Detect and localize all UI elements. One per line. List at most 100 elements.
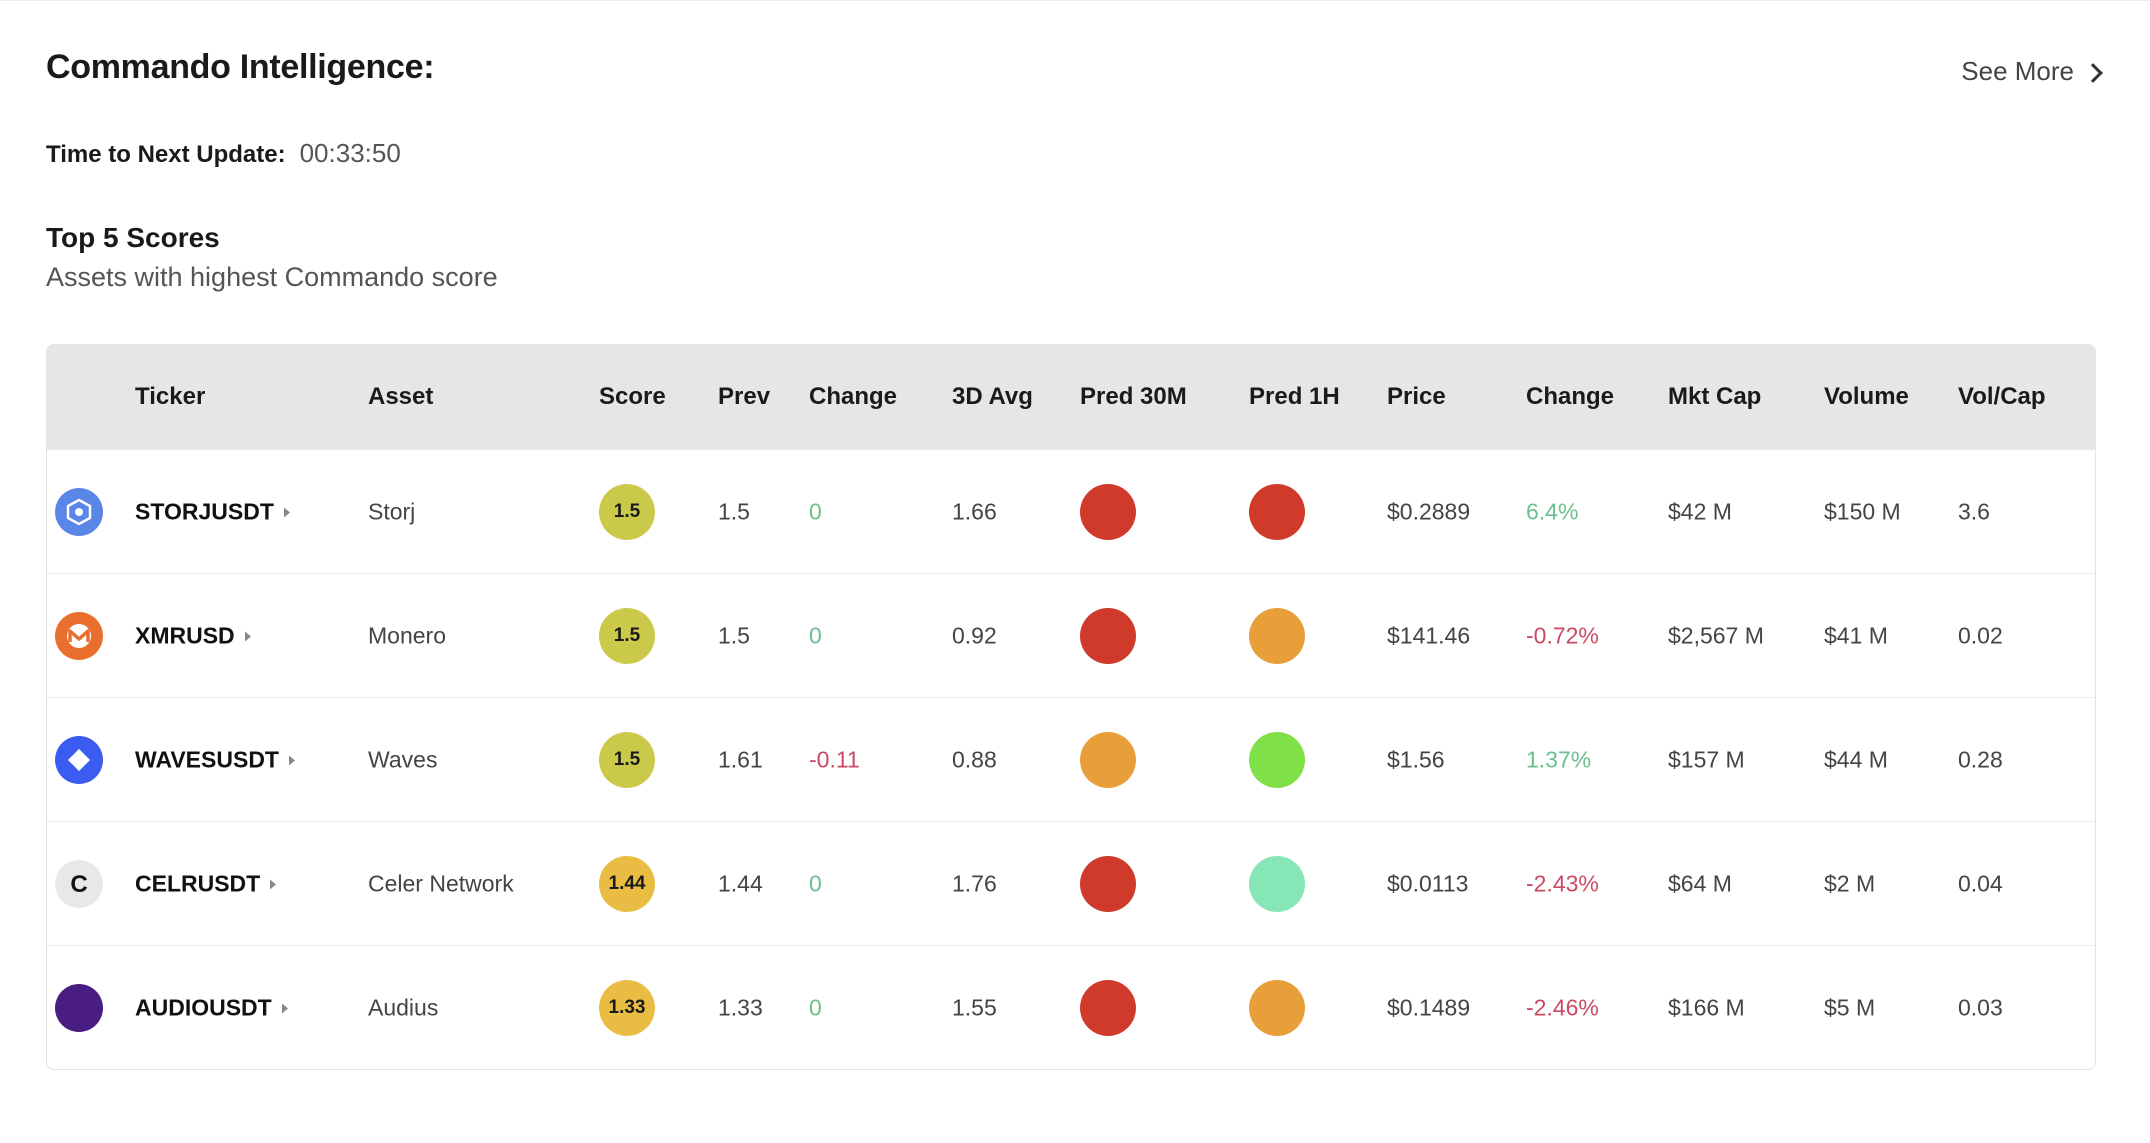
pred-1h-indicator — [1249, 608, 1305, 664]
market-cap: $166 M — [1668, 994, 1745, 1021]
prev-score: 1.33 — [718, 994, 763, 1021]
score-change: 0 — [809, 870, 822, 897]
asset-name: Storj — [368, 498, 416, 525]
table-row[interactable]: STORJUSDT Storj 1.5 1.5 0 1.66 $0.2889 6.4% $42 … — [47, 449, 2095, 574]
caret-right-icon — [270, 879, 277, 889]
market-cap: $42 M — [1668, 498, 1732, 525]
score-change: 0 — [809, 994, 822, 1021]
table-row[interactable]: WAVESUSDT Waves 1.5 1.61 -0.11 0.88 $1.56 1.37%… — [47, 697, 2095, 822]
vol-cap-ratio: 0.28 — [1958, 746, 2003, 773]
market-cap: $157 M — [1668, 746, 1745, 773]
volume: $5 M — [1824, 994, 1876, 1021]
chevron-right-icon — [2083, 62, 2103, 83]
vol-cap-ratio: 0.02 — [1958, 622, 2003, 649]
column-header-change[interactable]: Change — [809, 383, 898, 410]
volume: $44 M — [1824, 746, 1888, 773]
waves-icon — [55, 736, 103, 784]
pred-1h-indicator — [1249, 856, 1305, 912]
price: $0.0113 — [1387, 870, 1469, 897]
column-header-asset[interactable]: Asset — [368, 383, 434, 410]
ticker-link[interactable]: WAVESUSDT — [135, 747, 295, 774]
prev-score: 1.5 — [718, 498, 750, 525]
pred-1h-indicator — [1249, 484, 1305, 540]
ticker-link[interactable]: STORJUSDT — [135, 499, 290, 526]
asset-name: Celer Network — [368, 870, 514, 897]
avg-3d: 1.55 — [952, 994, 997, 1021]
asset-name: Audius — [368, 994, 439, 1021]
prev-score: 1.61 — [718, 746, 763, 773]
ticker-label: AUDIOUSDT — [135, 994, 272, 1021]
avg-3d: 1.66 — [952, 498, 997, 525]
column-header-mkt-cap[interactable]: Mkt Cap — [1668, 383, 1762, 410]
column-header-score[interactable]: Score — [599, 383, 666, 410]
price-change: 6.4% — [1526, 498, 1579, 525]
monero-icon — [55, 612, 103, 660]
ticker-link[interactable]: CELRUSDT — [135, 870, 277, 898]
vol-cap-ratio: 0.04 — [1958, 870, 2003, 897]
score-change: 0 — [809, 622, 822, 649]
column-header-3d-avg[interactable]: 3D Avg — [952, 383, 1033, 410]
column-header-pred-1h[interactable]: Pred 1H — [1249, 383, 1340, 410]
price-change: -0.72% — [1526, 622, 1599, 649]
avg-3d: 0.88 — [952, 746, 997, 773]
pred-30m-indicator — [1080, 980, 1136, 1036]
pred-1h-indicator — [1249, 732, 1305, 788]
see-more-link[interactable]: See More — [1961, 56, 2103, 87]
score-badge: 1.33 — [599, 980, 655, 1036]
scores-table: Ticker Asset Score Prev Change 3D Avg Pred 30M… — [46, 344, 2096, 1070]
column-header-price[interactable]: Price — [1387, 383, 1446, 410]
score-change: 0 — [809, 498, 822, 525]
column-header-volume[interactable]: Volume — [1824, 383, 1909, 410]
score-change: -0.11 — [809, 746, 860, 773]
score-badge: 1.5 — [599, 732, 655, 788]
pred-30m-indicator — [1080, 484, 1136, 540]
ticker-link[interactable]: XMRUSD — [135, 623, 251, 650]
ticker-link[interactable]: AUDIOUSDT — [135, 995, 288, 1022]
column-header-ticker[interactable]: Ticker — [135, 383, 206, 410]
table-row[interactable]: C CELRUSDT Celer Network 1.44 1.44 0 1.76 $0.01… — [47, 821, 2095, 946]
timer-value: 00:33:50 — [299, 138, 401, 168]
prev-score: 1.44 — [718, 870, 763, 897]
market-cap: $64 M — [1668, 870, 1732, 897]
svg-text:C: C — [70, 871, 87, 898]
avg-3d: 1.76 — [952, 870, 997, 897]
caret-right-icon — [244, 631, 251, 641]
top-divider — [0, 0, 2150, 1]
section-subtitle: Assets with highest Commando score — [46, 262, 498, 292]
storj-icon — [55, 488, 103, 536]
caret-right-icon — [288, 755, 295, 765]
column-header-prev[interactable]: Prev — [718, 383, 771, 410]
ticker-label: WAVESUSDT — [135, 746, 279, 773]
table-row[interactable]: AUDIOUSDT Audius 1.33 1.33 0 1.55 $0.1489 -2.46… — [47, 945, 2095, 1069]
market-cap: $2,567 M — [1668, 622, 1764, 649]
column-header-vol-cap[interactable]: Vol/Cap — [1958, 383, 2046, 410]
pred-30m-indicator — [1080, 608, 1136, 664]
caret-right-icon — [283, 507, 290, 517]
score-badge: 1.5 — [599, 608, 655, 664]
see-more-label: See More — [1961, 56, 2074, 86]
pred-30m-indicator — [1080, 856, 1136, 912]
volume: $2 M — [1824, 870, 1876, 897]
asset-name: Waves — [368, 746, 438, 773]
ticker-label: XMRUSD — [135, 622, 235, 649]
column-header-pred-30m[interactable]: Pred 30M — [1080, 383, 1187, 410]
avg-3d: 0.92 — [952, 622, 997, 649]
prev-score: 1.5 — [718, 622, 750, 649]
pred-1h-indicator — [1249, 980, 1305, 1036]
column-header-price-change[interactable]: Change — [1526, 383, 1615, 410]
section-title: Top 5 Scores — [46, 222, 220, 253]
volume: $150 M — [1824, 498, 1901, 525]
score-badge: 1.5 — [599, 484, 655, 540]
caret-right-icon — [281, 1003, 288, 1013]
price-change: 1.37% — [1526, 746, 1592, 773]
table-header: Ticker Asset Score Prev Change 3D Avg Pred 30M… — [47, 345, 2095, 449]
price: $0.1489 — [1387, 994, 1471, 1021]
price: $1.56 — [1387, 746, 1445, 773]
timer-label: Time to Next Update: — [46, 141, 286, 168]
table-row[interactable]: XMRUSD Monero 1.5 1.5 0 0.92 $141.46 -0.72% $2,5… — [47, 573, 2095, 698]
page-title: Commando Intelligence: — [46, 48, 435, 86]
ticker-label: CELRUSDT — [135, 870, 261, 897]
price: $0.2889 — [1387, 498, 1471, 525]
price: $141.46 — [1387, 622, 1471, 649]
vol-cap-ratio: 3.6 — [1958, 498, 1990, 525]
